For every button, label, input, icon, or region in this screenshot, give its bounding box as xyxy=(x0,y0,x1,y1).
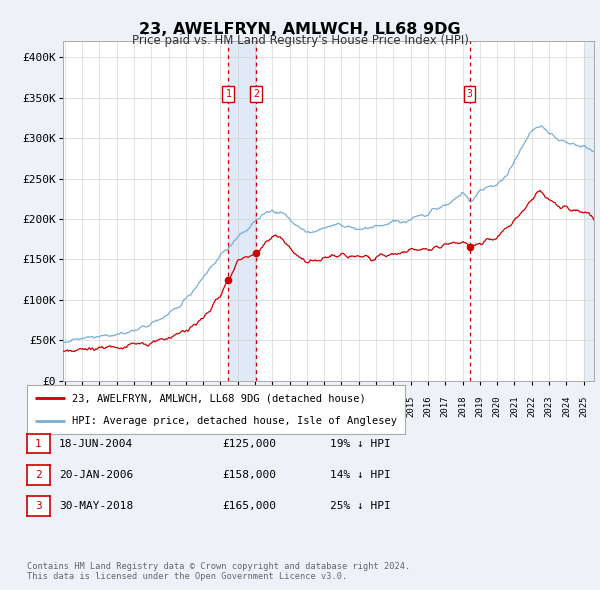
Bar xyxy=(584,41,594,381)
Text: 2016: 2016 xyxy=(424,396,433,417)
Text: 2013: 2013 xyxy=(371,396,380,417)
Text: 30-MAY-2018: 30-MAY-2018 xyxy=(59,502,133,511)
Text: 1998: 1998 xyxy=(112,396,121,417)
Text: 1: 1 xyxy=(226,89,231,99)
Text: 2005: 2005 xyxy=(233,396,242,417)
Text: 2011: 2011 xyxy=(337,396,346,417)
Text: 1996: 1996 xyxy=(77,396,86,417)
Text: 1: 1 xyxy=(35,439,42,448)
Text: £165,000: £165,000 xyxy=(222,502,276,511)
Text: 2: 2 xyxy=(253,89,259,99)
Text: 2000: 2000 xyxy=(147,396,156,417)
Text: 2023: 2023 xyxy=(545,396,554,417)
Text: 2004: 2004 xyxy=(216,396,225,417)
Text: 2019: 2019 xyxy=(475,396,484,417)
Text: 2021: 2021 xyxy=(510,396,519,417)
Text: 2022: 2022 xyxy=(527,396,536,417)
Text: 2017: 2017 xyxy=(441,396,450,417)
Text: 2009: 2009 xyxy=(302,396,311,417)
Text: 2001: 2001 xyxy=(164,396,173,417)
Text: 2012: 2012 xyxy=(354,396,363,417)
Text: HPI: Average price, detached house, Isle of Anglesey: HPI: Average price, detached house, Isle… xyxy=(73,415,397,425)
Bar xyxy=(229,41,256,381)
Text: 2010: 2010 xyxy=(320,396,329,417)
Text: 2003: 2003 xyxy=(199,396,208,417)
Text: 2: 2 xyxy=(35,470,42,480)
Text: 2014: 2014 xyxy=(389,396,398,417)
Text: Price paid vs. HM Land Registry's House Price Index (HPI): Price paid vs. HM Land Registry's House … xyxy=(131,34,469,47)
Text: £125,000: £125,000 xyxy=(222,439,276,448)
Text: 19% ↓ HPI: 19% ↓ HPI xyxy=(330,439,391,448)
Text: 1995: 1995 xyxy=(60,396,69,417)
Text: 18-JUN-2004: 18-JUN-2004 xyxy=(59,439,133,448)
Text: Contains HM Land Registry data © Crown copyright and database right 2024.
This d: Contains HM Land Registry data © Crown c… xyxy=(27,562,410,581)
Text: 2008: 2008 xyxy=(285,396,294,417)
Text: 20-JAN-2006: 20-JAN-2006 xyxy=(59,470,133,480)
Text: 2002: 2002 xyxy=(181,396,190,417)
Text: 2006: 2006 xyxy=(250,396,259,417)
Text: 2015: 2015 xyxy=(406,396,415,417)
Text: 1997: 1997 xyxy=(95,396,104,417)
Text: 2020: 2020 xyxy=(493,396,502,417)
Text: 14% ↓ HPI: 14% ↓ HPI xyxy=(330,470,391,480)
Text: 3: 3 xyxy=(35,502,42,511)
Text: £158,000: £158,000 xyxy=(222,470,276,480)
Text: 2024: 2024 xyxy=(562,396,571,417)
Text: 2018: 2018 xyxy=(458,396,467,417)
Text: 25% ↓ HPI: 25% ↓ HPI xyxy=(330,502,391,511)
Text: 2007: 2007 xyxy=(268,396,277,417)
Text: 23, AWELFRYN, AMLWCH, LL68 9DG: 23, AWELFRYN, AMLWCH, LL68 9DG xyxy=(139,22,461,37)
Text: 3: 3 xyxy=(467,89,473,99)
Text: 1999: 1999 xyxy=(130,396,139,417)
Text: 23, AWELFRYN, AMLWCH, LL68 9DG (detached house): 23, AWELFRYN, AMLWCH, LL68 9DG (detached… xyxy=(73,394,366,404)
Text: 2025: 2025 xyxy=(579,396,588,417)
